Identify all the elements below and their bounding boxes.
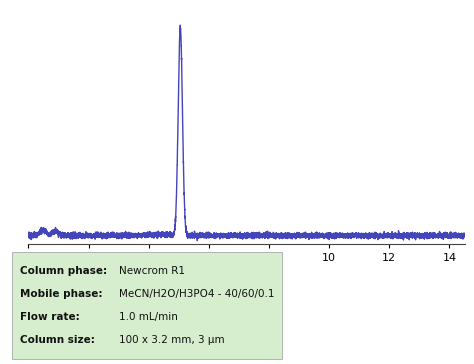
Text: Newcrom R1: Newcrom R1: [119, 266, 185, 276]
Text: 100 x 3.2 mm, 3 μm: 100 x 3.2 mm, 3 μm: [119, 335, 225, 345]
FancyBboxPatch shape: [12, 252, 282, 359]
Text: Mobile phase:: Mobile phase:: [20, 289, 103, 299]
Text: MeCN/H2O/H3PO4 - 40/60/0.1: MeCN/H2O/H3PO4 - 40/60/0.1: [119, 289, 275, 299]
Text: Column phase:: Column phase:: [20, 266, 108, 276]
Text: Column size:: Column size:: [20, 335, 95, 345]
Text: Flow rate:: Flow rate:: [20, 312, 80, 322]
Text: 1.0 mL/min: 1.0 mL/min: [119, 312, 178, 322]
